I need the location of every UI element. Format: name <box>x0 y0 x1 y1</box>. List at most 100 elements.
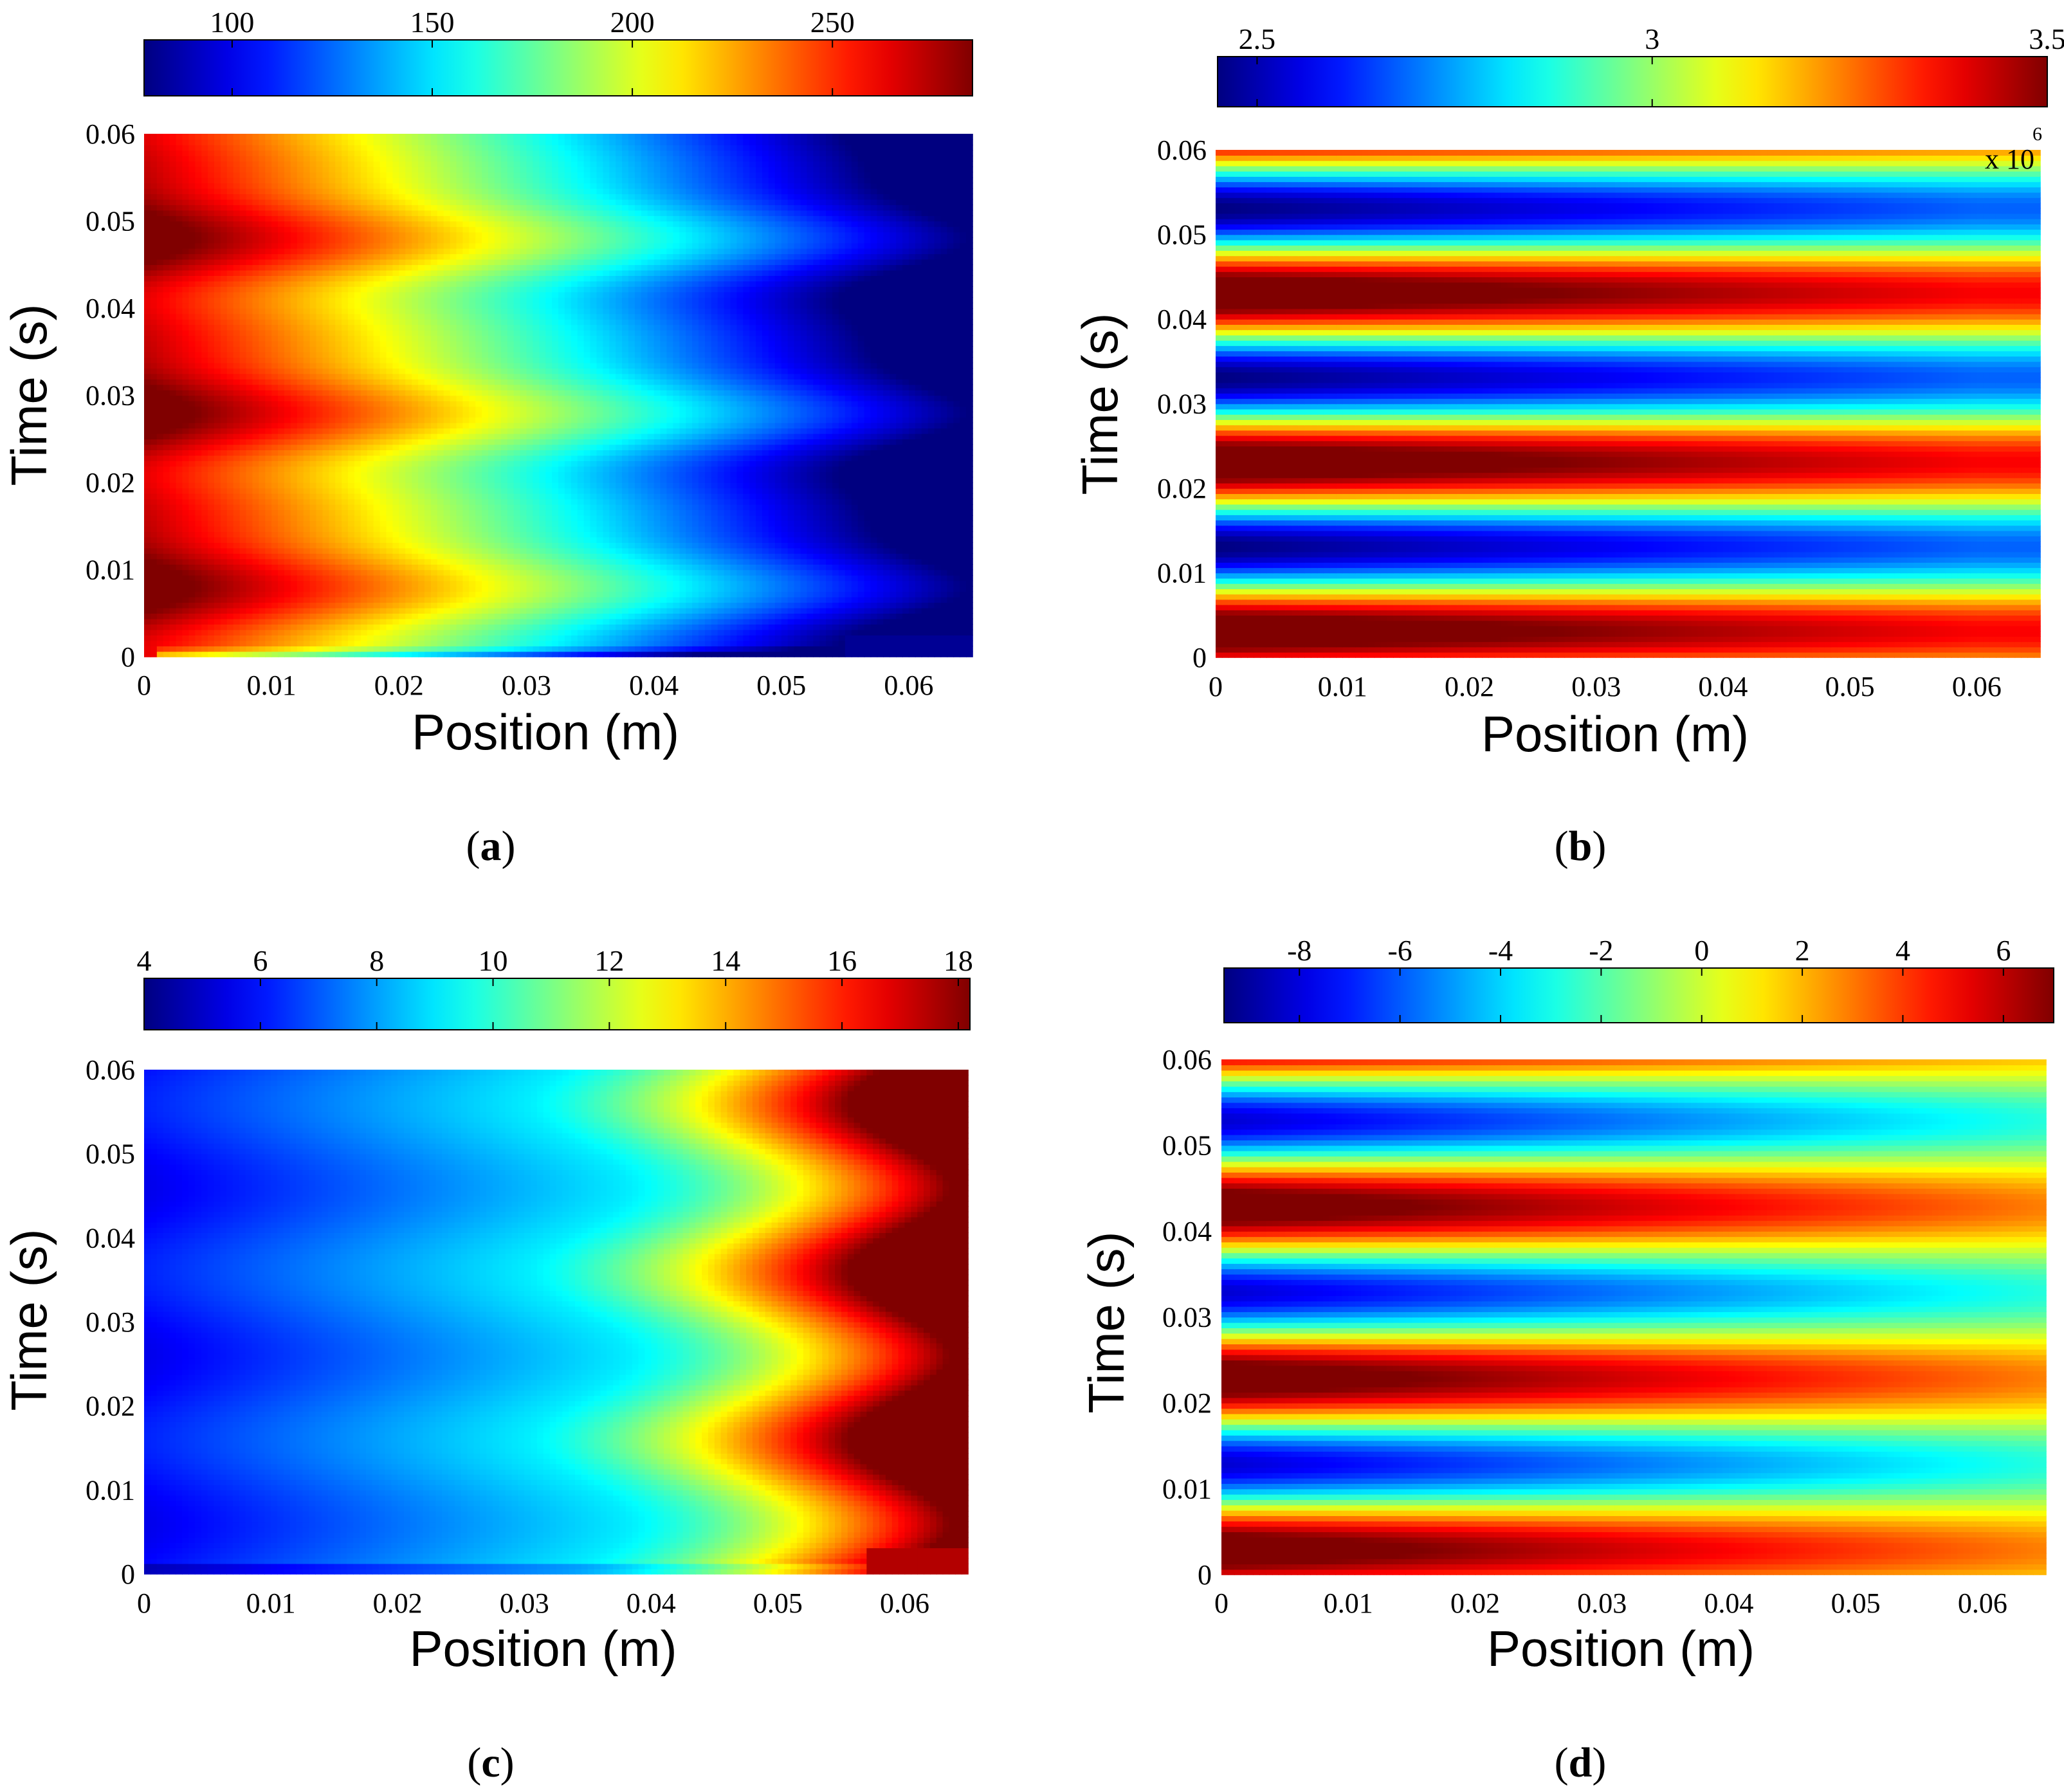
heatmap-cell <box>246 624 253 630</box>
heatmap-cell <box>329 635 336 641</box>
heatmap-cell <box>870 652 877 657</box>
heatmap-cell <box>495 630 502 635</box>
heatmap-cell <box>246 646 253 652</box>
heatmap-cell <box>596 635 603 641</box>
heatmap-cell <box>584 635 591 641</box>
heatmap-cell <box>533 646 540 652</box>
heatmap-cell <box>233 630 241 635</box>
heatmap-cell <box>284 652 291 657</box>
heatmap-cell <box>507 630 515 635</box>
heatmap-cell <box>622 646 629 652</box>
heatmap-cell <box>877 635 884 641</box>
heatmap-cell <box>628 630 635 635</box>
heatmap-cell <box>883 652 890 657</box>
heatmap-cell <box>864 652 872 657</box>
heatmap-cell <box>819 646 827 652</box>
heatmap-cell <box>807 646 814 652</box>
heatmap-cell <box>469 641 476 646</box>
heatmap-cell <box>890 652 897 657</box>
heatmap-cell <box>437 646 444 652</box>
heatmap-cell <box>788 652 795 657</box>
heatmap-cell <box>188 624 196 630</box>
heatmap-cell <box>558 641 565 646</box>
heatmap-cell <box>648 652 655 657</box>
heatmap-cell <box>392 646 399 652</box>
heatmap-cell <box>870 641 877 646</box>
heatmap-cell <box>679 652 686 657</box>
heatmap-cell <box>922 652 929 657</box>
heatmap-cell <box>596 641 603 646</box>
heatmap-cell <box>769 635 776 641</box>
heatmap-cell <box>444 635 451 641</box>
heatmap-cell <box>157 630 164 635</box>
heatmap-cell <box>947 635 954 641</box>
heatmap-cell <box>883 646 890 652</box>
heatmap-cell <box>935 652 942 657</box>
heatmap-cell <box>246 635 253 641</box>
heatmap-cell <box>769 646 776 652</box>
heatmap-cell <box>271 635 279 641</box>
heatmap-cell <box>380 641 387 646</box>
heatmap-cell <box>947 646 954 652</box>
heatmap-cell <box>456 630 463 635</box>
heatmap-cell <box>252 652 259 657</box>
heatmap-cell <box>380 630 387 635</box>
heatmap-cell <box>775 652 782 657</box>
heatmap-cell <box>807 652 814 657</box>
heatmap-cell <box>533 630 540 635</box>
colorbar-tick-label: 250 <box>810 6 855 39</box>
heatmap-cell <box>227 630 234 635</box>
heatmap-cell <box>367 652 374 657</box>
heatmap-cell <box>622 652 629 657</box>
heatmap-cell <box>832 641 839 646</box>
heatmap-cell <box>909 652 916 657</box>
heatmap-cell <box>609 646 616 652</box>
heatmap-cell <box>922 641 929 646</box>
heatmap-cell <box>794 630 801 635</box>
heatmap-cell <box>839 635 846 641</box>
heatmap-cell <box>552 652 559 657</box>
heatmap-cell <box>788 630 795 635</box>
heatmap-cell <box>775 635 782 641</box>
heatmap-cell <box>195 630 202 635</box>
heatmap-cell <box>731 646 738 652</box>
heatmap-cell <box>800 646 807 652</box>
heatmap-cell <box>616 641 623 646</box>
heatmap-cell <box>297 630 304 635</box>
heatmap-cell <box>310 646 317 652</box>
heatmap-cell <box>310 635 317 641</box>
heatmap-cell <box>374 630 381 635</box>
heatmap-cell <box>558 652 565 657</box>
heatmap-a <box>144 134 973 657</box>
heatmap-cell <box>316 646 324 652</box>
heatmap-cell <box>724 630 731 635</box>
heatmap-cell <box>495 641 502 646</box>
heatmap-cell <box>329 624 336 630</box>
heatmap-cell <box>552 635 559 641</box>
heatmap-cell <box>507 635 515 641</box>
heatmap-cell <box>839 646 846 652</box>
heatmap-cell <box>909 646 916 652</box>
heatmap-cell <box>578 635 585 641</box>
heatmap-cell <box>533 641 540 646</box>
heatmap-cell <box>736 646 744 652</box>
heatmap-cell <box>259 635 266 641</box>
heatmap-cell <box>679 641 686 646</box>
heatmap-cell <box>736 652 744 657</box>
heatmap-cell <box>571 652 578 657</box>
heatmap-cell <box>170 624 177 630</box>
heatmap-cell <box>214 635 221 641</box>
heatmap-cell <box>902 630 909 635</box>
heatmap-cell <box>896 652 903 657</box>
heatmap-cell <box>501 630 508 635</box>
heatmap-cell <box>628 635 635 641</box>
heatmap-cell <box>163 624 170 630</box>
heatmap-cell <box>386 641 393 646</box>
heatmap-cell <box>469 630 476 635</box>
heatmap-cell <box>354 635 361 641</box>
heatmap-cell <box>374 652 381 657</box>
heatmap-cell <box>322 624 329 630</box>
heatmap-cell <box>654 641 661 646</box>
heatmap-cell <box>456 641 463 646</box>
heatmap-cell <box>781 641 789 646</box>
